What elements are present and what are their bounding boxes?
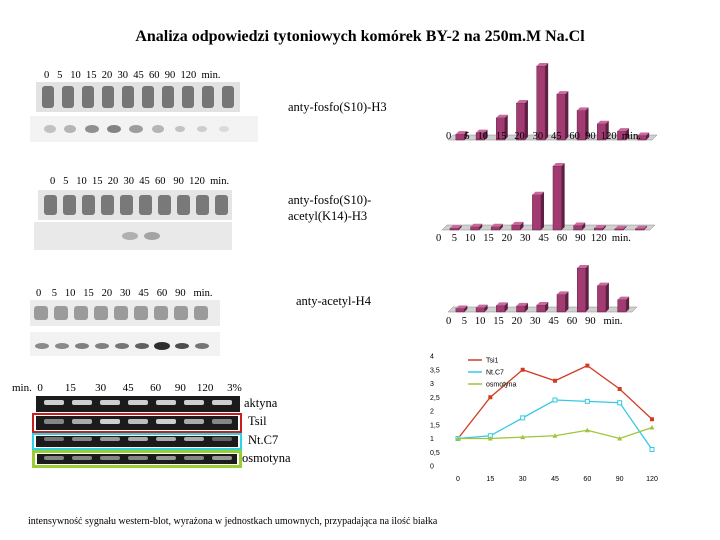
x-tick-label: 90 — [616, 476, 624, 483]
bar-3-30 — [556, 291, 569, 313]
x-tick-label: 0 — [456, 476, 460, 483]
blot-lanes-2: 0 5 10 15 20 30 45 60 90 120 min. — [50, 176, 230, 187]
data-point — [487, 436, 493, 441]
gel-label-tsil: Tsil — [248, 414, 267, 428]
legend-label-2: osmotyna — [486, 382, 516, 389]
western-blot-image-2b — [34, 222, 232, 250]
y-tick-label: 0,5 — [430, 450, 440, 457]
y-tick-label: 1,5 — [430, 422, 440, 429]
bar-2-10 — [490, 223, 503, 231]
y-tick-label: 3 — [430, 381, 434, 388]
data-point — [649, 447, 655, 452]
data-point — [649, 425, 655, 430]
western-blot-image-1b — [30, 116, 258, 142]
data-point — [553, 378, 557, 383]
gel-label-aktyna: aktyna — [244, 396, 278, 410]
data-point — [520, 367, 525, 372]
y-tick-label: 2,5 — [430, 395, 440, 402]
data-point — [488, 395, 493, 400]
data-point — [584, 427, 590, 433]
gel-label-ntc7: Nt.C7 — [248, 433, 279, 447]
legend-label-0: Tsi1 — [486, 358, 499, 365]
x-tick-label: 15 — [486, 476, 494, 483]
western-blot-image-3a — [30, 300, 220, 326]
data-point — [552, 397, 558, 403]
data-point — [552, 433, 558, 438]
data-point — [617, 436, 623, 441]
bar-chart-1 — [447, 63, 658, 141]
chart-axis-1: 0 5 10 15 20 30 45 60 90 120 min. — [446, 131, 641, 142]
bar-1-90 — [617, 128, 629, 141]
antibody-label-1: anty-fosfo(S10)-H3 — [288, 100, 387, 114]
x-tick-label: 60 — [583, 476, 591, 483]
bar-3-10 — [496, 302, 508, 313]
bar-2-5 — [470, 223, 483, 231]
chart-axis-3: 0 5 10 15 20 30 45 60 90 min. — [446, 316, 623, 327]
antibody-label-2b: acetyl(K14)-H3 — [288, 209, 368, 223]
data-point — [585, 363, 590, 368]
bar-2-20 — [532, 191, 545, 231]
bar-1-15 — [516, 100, 528, 141]
bar-1-30 — [556, 91, 569, 141]
antibody-label-2a: anty-fosfo(S10)- — [288, 193, 372, 207]
western-blot-image-2a — [38, 190, 232, 220]
data-point — [455, 436, 461, 441]
bar-3-5 — [475, 304, 488, 313]
gel-label-osmotyna: osmotyna — [242, 451, 291, 465]
bar-1-0 — [455, 131, 468, 141]
western-blot-image-1a — [36, 82, 240, 112]
data-point — [584, 398, 590, 404]
bar-3-60 — [597, 282, 609, 313]
y-tick-label: 4 — [430, 354, 434, 361]
bar-1-45 — [576, 107, 589, 141]
chart-axis-2: 0 5 10 15 20 30 45 60 90 120 min. — [436, 233, 631, 244]
data-point — [520, 434, 526, 440]
bar-2-120 — [635, 225, 648, 231]
line-chart: 0 0,5 1 1,5 2 2,5 3 3,5 4 0 15 30 45 60 90 120 Tsi1 Nt.C7… — [430, 354, 658, 484]
bar-3-45 — [576, 265, 589, 313]
x-tick-label: 30 — [519, 476, 527, 483]
page-title: Analiza odpowiedzi tytoniowych komórek B… — [135, 28, 585, 45]
gel-bands — [44, 400, 232, 460]
western-blot-image-3b — [30, 332, 220, 356]
bar-3-90 — [617, 296, 630, 313]
y-tick-label: 2 — [430, 409, 434, 416]
bar-1-20 — [536, 63, 549, 141]
bar-chart-3 — [447, 265, 638, 313]
data-point — [650, 417, 654, 422]
bar-1-5 — [475, 129, 488, 141]
y-tick-label: 0 — [430, 464, 434, 471]
x-tick-label: 45 — [551, 476, 559, 483]
bar-2-0 — [449, 225, 462, 231]
bar-2-60 — [593, 225, 606, 231]
bar-2-45 — [573, 222, 586, 231]
bar-3-20 — [536, 301, 549, 313]
blot-lanes-3: 0 5 10 15 20 30 45 60 90 min. — [36, 288, 213, 299]
line-series-1 — [457, 399, 653, 450]
bar-1-60 — [597, 120, 609, 141]
bar-3-0 — [455, 305, 468, 313]
data-point — [617, 400, 623, 406]
gel-row-ntc7 — [32, 433, 242, 450]
bar-1-120 — [637, 132, 650, 141]
legend-label-1: Nt.C7 — [486, 370, 504, 377]
gel-lanes: min. 0 15 30 45 60 90 120 3% — [12, 382, 242, 394]
bar-3-15 — [516, 302, 529, 313]
bar-chart-2 — [441, 163, 656, 231]
bar-2-90 — [614, 225, 627, 231]
antibody-label-3: anty-acetyl-H4 — [296, 294, 371, 308]
y-tick-label: 3,5 — [430, 367, 440, 374]
bar-2-15 — [511, 221, 524, 231]
blot-lanes-1: 0 5 10 15 20 30 45 60 90 120 min. — [44, 70, 221, 81]
data-point — [520, 415, 526, 421]
bar-1-10 — [496, 114, 508, 141]
y-tick-label: 1 — [430, 436, 434, 443]
bar-2-30 — [552, 163, 565, 231]
data-point — [617, 387, 622, 391]
footer-caption: intensywność sygnału western-blot, wyraż… — [28, 516, 438, 527]
x-tick-label: 120 — [646, 476, 658, 483]
